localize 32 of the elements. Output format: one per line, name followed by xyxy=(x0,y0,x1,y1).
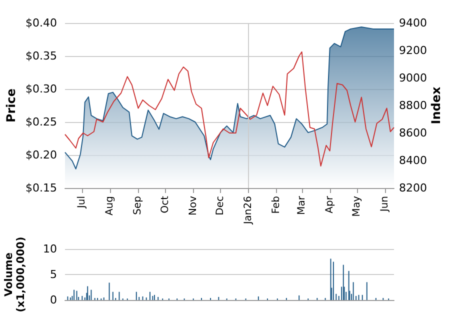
x-tick-label: Jun xyxy=(379,196,390,213)
y2-tick-label: 8600 xyxy=(399,126,427,140)
x-tick-label: Oct xyxy=(160,196,171,214)
y-tick-label: $0.25 xyxy=(26,116,57,128)
x-tick-label: Jan26 xyxy=(242,196,254,226)
y2-tick-label: 9000 xyxy=(399,72,427,84)
y-tick-label: 5 xyxy=(50,268,57,281)
y-tick-label: 0 xyxy=(50,294,57,306)
y-tick-label: $0.35 xyxy=(26,50,57,62)
y2-tick-label: 9200 xyxy=(399,44,427,57)
x-tick-label: Apr xyxy=(324,195,336,214)
x-tick-label: Mar xyxy=(296,195,308,215)
x-tick-label: Dec xyxy=(214,196,226,216)
y-tick-label: $0.30 xyxy=(26,82,57,96)
y2-tick-label: 8200 xyxy=(399,182,427,194)
x-tick-label: May xyxy=(351,196,362,217)
x-tick-label: Aug xyxy=(104,196,116,216)
x-tick-label: Nov xyxy=(188,196,199,216)
y2-tick-label: 8400 xyxy=(399,154,427,167)
line-series xyxy=(64,51,394,166)
y-tick-label: $0.15 xyxy=(26,182,57,194)
y-axis-title: Price xyxy=(4,88,18,123)
y-tick-label: 10 xyxy=(43,242,57,256)
x-tick-label: Feb xyxy=(271,196,282,214)
x-tick-label: Jul xyxy=(76,196,88,210)
y2-axis-title: Index xyxy=(429,86,443,124)
x-tick-label: Sep xyxy=(132,196,144,215)
y-tick-label: $0.40 xyxy=(26,16,57,30)
y-tick-label: $0.20 xyxy=(26,148,57,162)
y-axis-title: Volume (x1,000,000) xyxy=(3,236,27,312)
y2-tick-label: 8800 xyxy=(399,99,427,112)
y2-tick-label: 9400 xyxy=(399,16,427,30)
